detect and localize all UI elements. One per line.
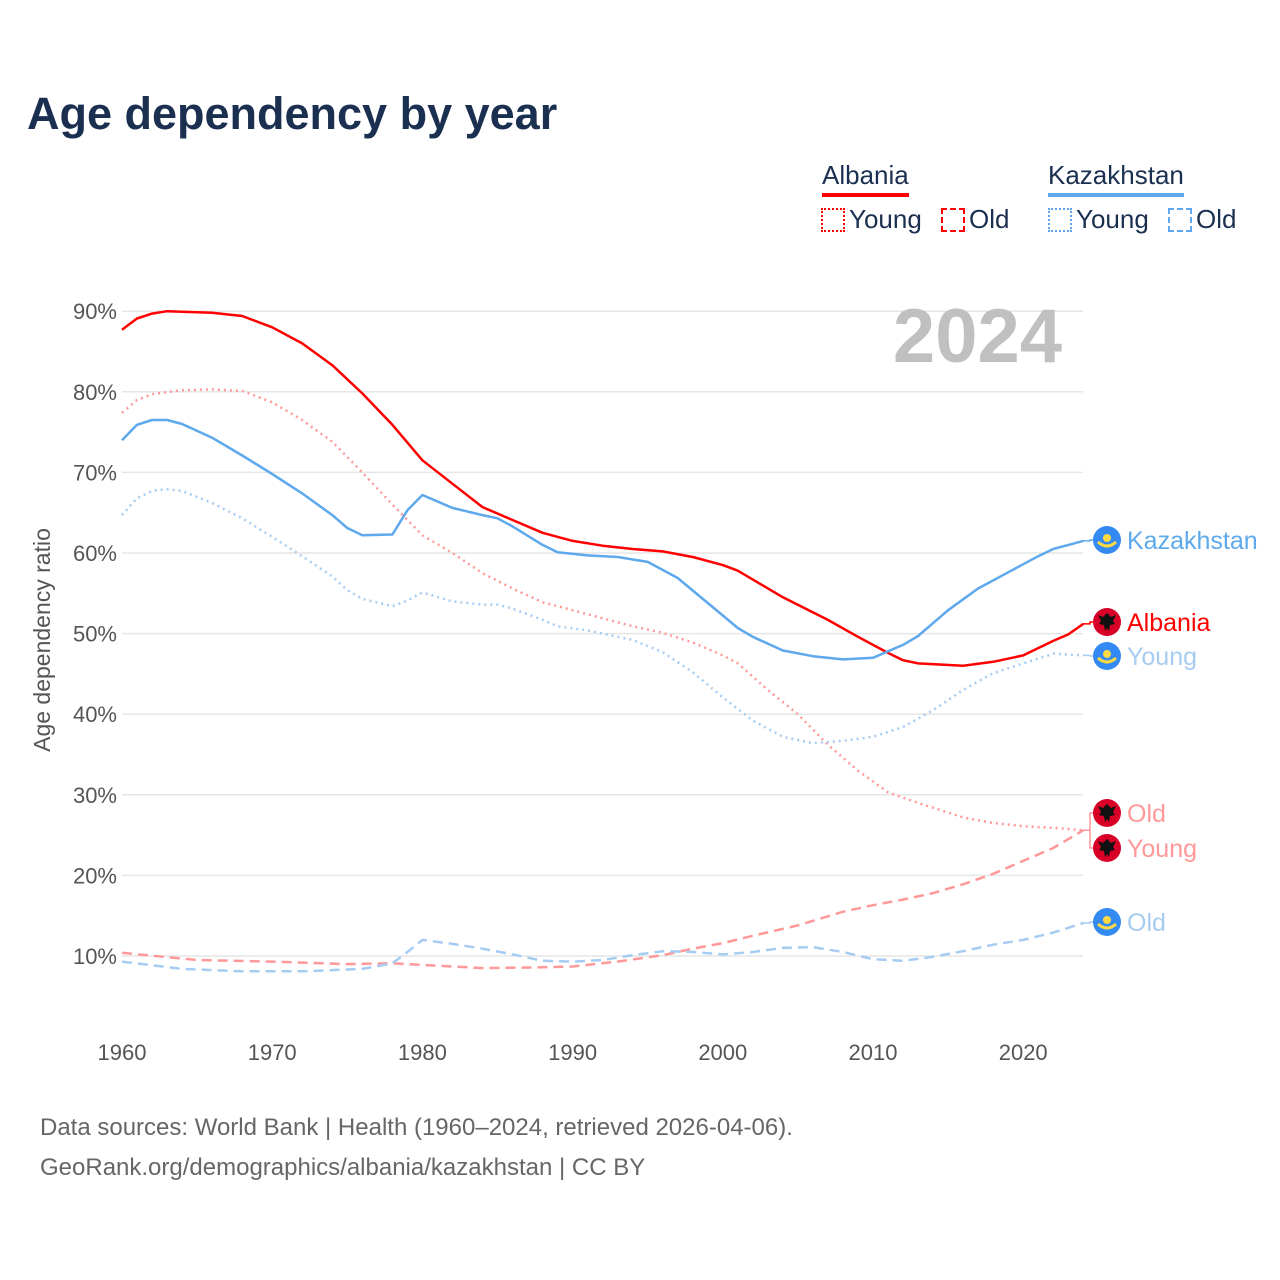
kazakhstan-flag-icon: [1093, 908, 1121, 936]
y-tick-label: 50%: [73, 622, 117, 647]
dotted-box-icon: [1048, 207, 1072, 232]
series-end-label: Kazakhstan: [1127, 527, 1258, 555]
y-tick-label: 70%: [73, 460, 117, 485]
source-note: Data sources: World Bank | Health (1960–…: [40, 1108, 793, 1188]
legend-albania-line: [822, 193, 909, 197]
y-tick-label: 30%: [73, 783, 117, 808]
series-line-kazakhstan-old[interactable]: [121, 921, 1084, 973]
y-axis-label: Age dependency ratio: [29, 528, 55, 752]
y-tick-label: 40%: [73, 702, 117, 727]
y-tick-label: 60%: [73, 541, 117, 566]
dashed-box-icon: [941, 207, 965, 232]
legend-albania-old[interactable]: Old: [941, 204, 1009, 235]
albania-flag-icon: [1093, 799, 1121, 827]
series-end-label: Old: [1127, 800, 1166, 828]
x-tick-label: 1980: [398, 1040, 447, 1065]
dashed-box-icon: [1168, 207, 1192, 232]
legend-kazakhstan-old[interactable]: Old: [1168, 204, 1236, 235]
year-label: 2024: [893, 294, 1062, 379]
series-end-label: Young: [1127, 835, 1197, 863]
series-end-label: Young: [1127, 643, 1197, 671]
kazakhstan-flag-icon: [1093, 642, 1121, 670]
dotted-box-icon: [821, 207, 845, 232]
albania-flag-icon: [1093, 834, 1121, 862]
series-line-kazakhstan[interactable]: [121, 418, 1084, 661]
x-tick-label: 1960: [98, 1040, 147, 1065]
kazakhstan-flag-icon: [1093, 526, 1121, 554]
chart-title: Age dependency by year: [27, 88, 558, 139]
x-tick-label: 2020: [999, 1040, 1048, 1065]
x-tick-label: 1970: [248, 1040, 297, 1065]
y-tick-label: 20%: [73, 863, 117, 888]
series-line-albania[interactable]: [121, 309, 1085, 668]
legend-albania[interactable]: Albania: [822, 160, 909, 197]
series-end-label: Old: [1127, 909, 1166, 937]
series-line-albania-young[interactable]: [121, 388, 1084, 832]
legend-kazakhstan[interactable]: Kazakhstan: [1048, 160, 1184, 197]
x-tick-label: 1990: [548, 1040, 597, 1065]
legend-kazakhstan-line: [1048, 193, 1184, 197]
legend-albania-young[interactable]: Young: [821, 204, 922, 235]
y-tick-label: 90%: [73, 299, 117, 324]
y-tick-label: 10%: [73, 944, 117, 969]
source-line-2[interactable]: GeoRank.org/demographics/albania/kazakhs…: [40, 1154, 646, 1181]
legend-kazakhstan-young[interactable]: Young: [1048, 204, 1149, 235]
series-line-albania-old[interactable]: [121, 829, 1084, 970]
series-end-label: Albania: [1127, 609, 1210, 637]
series-line-kazakhstan-young[interactable]: [121, 488, 1084, 745]
y-tick-label: 80%: [73, 380, 117, 405]
x-tick-label: 2010: [849, 1040, 898, 1065]
albania-flag-icon: [1093, 608, 1121, 636]
source-line-1: Data sources: World Bank | Health (1960–…: [40, 1114, 793, 1141]
x-tick-label: 2000: [698, 1040, 747, 1065]
